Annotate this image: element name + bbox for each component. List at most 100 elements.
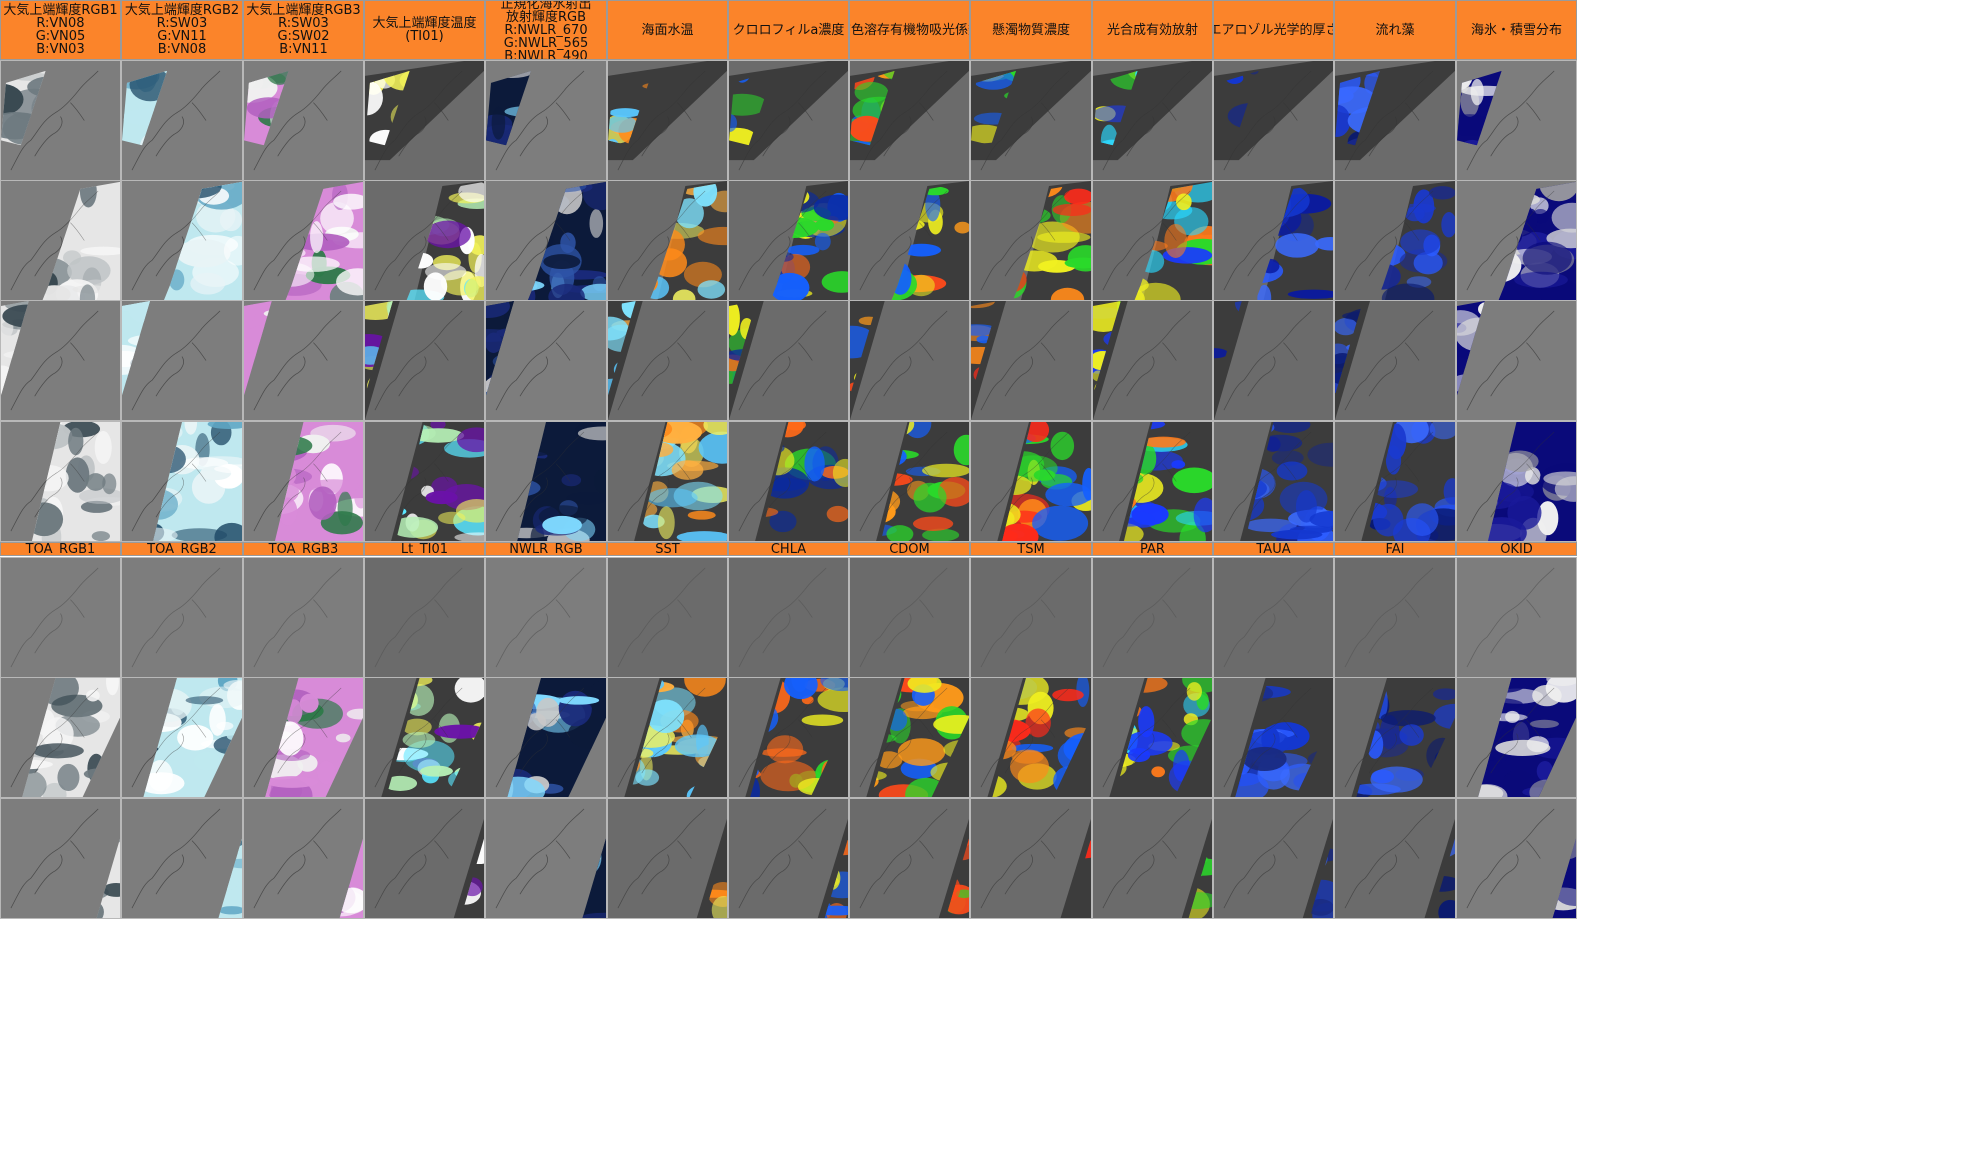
top-tile-okid-p4[interactable]: [1456, 421, 1577, 542]
top-tile-toa_rgb3-p2[interactable]: [243, 180, 364, 301]
bottom-tile-toa_rgb3-p0[interactable]: [243, 557, 364, 678]
top-tile-toa_rgb2-p1[interactable]: [121, 60, 243, 181]
top-tile-toa_rgb1-p1[interactable]: [0, 60, 121, 181]
top-tile-lt_ti01-p1[interactable]: [364, 60, 485, 181]
bottom-tile-lt_ti01-p5[interactable]: [364, 677, 485, 798]
column-header-sst: 海面水温: [607, 0, 728, 60]
bottom-tile-tsm-p5[interactable]: [970, 677, 1092, 798]
bottom-tile-chla-p5[interactable]: [728, 677, 849, 798]
bottom-tile-toa_rgb3-p6[interactable]: [243, 798, 364, 919]
bottom-tile-fai-p5[interactable]: [1334, 677, 1456, 798]
bottom-tile-toa_rgb1-p6[interactable]: [0, 798, 121, 919]
bottom-tile-par-p6[interactable]: [1092, 798, 1213, 919]
top-tile-nwlr_rgb-p3[interactable]: [485, 300, 607, 421]
bottom-tile-okid-p5[interactable]: [1456, 677, 1577, 798]
bottom-tile-toa_rgb2-p6[interactable]: [121, 798, 243, 919]
bottom-tile-chla-p0[interactable]: [728, 557, 849, 678]
top-tile-chla-p1[interactable]: [728, 60, 849, 181]
top-tile-lt_ti01-p3[interactable]: [364, 300, 485, 421]
top-tile-cdom-p3[interactable]: [849, 300, 970, 421]
bottom-tile-sst-p6[interactable]: [607, 798, 728, 919]
bottom-tile-fai-p6[interactable]: [1334, 798, 1456, 919]
top-tile-toa_rgb1-p2[interactable]: [0, 180, 121, 301]
top-tile-tsm-p2[interactable]: [970, 180, 1092, 301]
bottom-tile-nwlr_rgb-p0[interactable]: [485, 557, 607, 678]
top-tile-chla-p4[interactable]: [728, 421, 849, 542]
top-tile-fai-p1[interactable]: [1334, 60, 1456, 181]
bottom-tile-taua-p0[interactable]: [1213, 557, 1334, 678]
top-tile-toa_rgb2-p4[interactable]: [121, 421, 243, 542]
top-tile-cdom-p2[interactable]: [849, 180, 970, 301]
bottom-tile-lt_ti01-p6[interactable]: [364, 798, 485, 919]
top-tile-fai-p2[interactable]: [1334, 180, 1456, 301]
top-tile-par-p1[interactable]: [1092, 60, 1213, 181]
bottom-tile-par-p0[interactable]: [1092, 557, 1213, 678]
top-tile-taua-p2[interactable]: [1213, 180, 1334, 301]
top-tile-lt_ti01-p4[interactable]: [364, 421, 485, 542]
bottom-tile-tsm-p0[interactable]: [970, 557, 1092, 678]
bottom-tile-taua-p6[interactable]: [1213, 798, 1334, 919]
column-header-line: G:NWLR_565: [503, 35, 589, 51]
bottom-tile-toa_rgb2-p0[interactable]: [121, 557, 243, 678]
bottom-tile-par-p5[interactable]: [1092, 677, 1213, 798]
bottom-tile-lt_ti01-p0[interactable]: [364, 557, 485, 678]
top-tile-nwlr_rgb-p4[interactable]: [485, 421, 607, 542]
top-tile-par-p3[interactable]: [1092, 300, 1213, 421]
top-tile-taua-p4[interactable]: [1213, 421, 1334, 542]
bottom-tile-toa_rgb1-p0[interactable]: [0, 557, 121, 678]
top-tile-taua-p3[interactable]: [1213, 300, 1334, 421]
bottom-tile-sst-p0[interactable]: [607, 557, 728, 678]
bottom-tile-toa_rgb1-p5[interactable]: [0, 677, 121, 798]
top-tile-taua-p1[interactable]: [1213, 60, 1334, 181]
top-tile-sst-p3[interactable]: [607, 300, 728, 421]
top-tile-toa_rgb1-p4[interactable]: [0, 421, 121, 542]
column-header-line: B:VN11: [279, 42, 328, 57]
top-tile-okid-p3[interactable]: [1456, 300, 1577, 421]
bottom-tile-taua-p5[interactable]: [1213, 677, 1334, 798]
top-tile-chla-p2[interactable]: [728, 180, 849, 301]
top-tile-nwlr_rgb-p2[interactable]: [485, 180, 607, 301]
top-tile-chla-p3[interactable]: [728, 300, 849, 421]
bottom-tile-nwlr_rgb-p5[interactable]: [485, 677, 607, 798]
column-header-line: G:SW02: [277, 29, 330, 44]
column-header-tsm: 懸濁物質濃度: [970, 0, 1092, 60]
top-tile-sst-p1[interactable]: [607, 60, 728, 181]
top-tile-tsm-p1[interactable]: [970, 60, 1092, 181]
top-tile-cdom-p4[interactable]: [849, 421, 970, 542]
column-header-par: 光合成有効放射: [1092, 0, 1213, 60]
top-tile-toa_rgb1-p3[interactable]: [0, 300, 121, 421]
top-tile-par-p2[interactable]: [1092, 180, 1213, 301]
bottom-tile-toa_rgb3-p5[interactable]: [243, 677, 364, 798]
bottom-tile-chla-p6[interactable]: [728, 798, 849, 919]
top-tile-cdom-p1[interactable]: [849, 60, 970, 181]
top-tile-tsm-p4[interactable]: [970, 421, 1092, 542]
bottom-tile-tsm-p6[interactable]: [970, 798, 1092, 919]
top-tile-toa_rgb2-p2[interactable]: [121, 180, 243, 301]
top-tile-sst-p2[interactable]: [607, 180, 728, 301]
top-tile-toa_rgb3-p4[interactable]: [243, 421, 364, 542]
top-tile-fai-p4[interactable]: [1334, 421, 1456, 542]
top-tile-sst-p4[interactable]: [607, 421, 728, 542]
bottom-tile-sst-p5[interactable]: [607, 677, 728, 798]
bottom-tile-toa_rgb2-p5[interactable]: [121, 677, 243, 798]
bottom-tile-nwlr_rgb-p6[interactable]: [485, 798, 607, 919]
bottom-tile-cdom-p5[interactable]: [849, 677, 970, 798]
top-tile-okid-p2[interactable]: [1456, 180, 1577, 301]
column-header-cdom: 有色溶存有機物吸光係数: [849, 0, 970, 60]
column-code-nwlr_rgb: NWLR_RGB: [485, 542, 607, 556]
bottom-tile-cdom-p0[interactable]: [849, 557, 970, 678]
bottom-tile-okid-p6[interactable]: [1456, 798, 1577, 919]
top-tile-fai-p3[interactable]: [1334, 300, 1456, 421]
top-tile-toa_rgb3-p1[interactable]: [243, 60, 364, 181]
top-tile-lt_ti01-p2[interactable]: [364, 180, 485, 301]
top-tile-tsm-p3[interactable]: [970, 300, 1092, 421]
top-tile-toa_rgb2-p3[interactable]: [121, 300, 243, 421]
bottom-tile-fai-p0[interactable]: [1334, 557, 1456, 678]
top-tile-okid-p1[interactable]: [1456, 60, 1577, 181]
column-code-par: PAR: [1092, 542, 1213, 556]
bottom-tile-okid-p0[interactable]: [1456, 557, 1577, 678]
top-tile-par-p4[interactable]: [1092, 421, 1213, 542]
top-tile-toa_rgb3-p3[interactable]: [243, 300, 364, 421]
bottom-tile-cdom-p6[interactable]: [849, 798, 970, 919]
top-tile-nwlr_rgb-p1[interactable]: [485, 60, 607, 181]
